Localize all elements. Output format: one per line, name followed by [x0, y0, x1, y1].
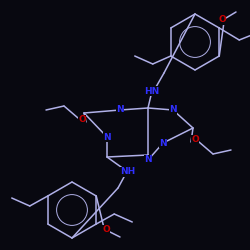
Text: N: N: [144, 156, 152, 164]
Text: O: O: [78, 116, 86, 124]
Text: HN: HN: [144, 86, 160, 96]
Text: N: N: [169, 106, 177, 114]
Text: N: N: [116, 106, 124, 114]
Text: O: O: [218, 16, 226, 24]
Text: O: O: [191, 136, 199, 144]
Text: O: O: [102, 226, 110, 234]
Text: N: N: [159, 138, 167, 147]
Text: N: N: [103, 132, 111, 141]
Text: NH: NH: [120, 168, 136, 176]
